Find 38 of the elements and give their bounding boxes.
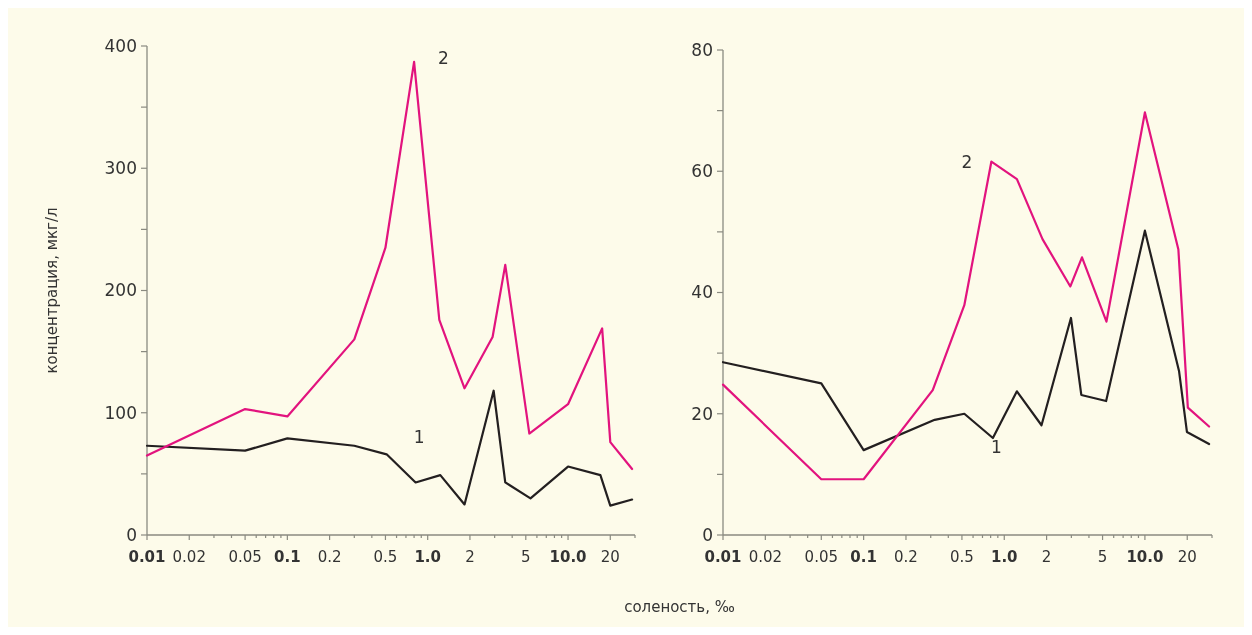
- x-tick-label: 0.1: [274, 548, 301, 566]
- y-tick-label: 80: [691, 39, 713, 60]
- x-tick-label: 2: [1041, 548, 1052, 566]
- x-tick-label: 0.05: [804, 548, 838, 566]
- series-label: 1: [990, 437, 1002, 458]
- y-tick-label: 0: [702, 524, 713, 545]
- y-axis-title: концентрация, мкг/л: [43, 207, 61, 374]
- series-label: 1: [413, 426, 425, 447]
- x-tick-label: 0.01: [704, 548, 742, 566]
- y-tick-label: 300: [104, 158, 137, 179]
- y-tick-label: 40: [691, 282, 713, 303]
- x-tick-label: 20: [600, 548, 620, 566]
- x-tick-label: 0.1: [850, 548, 877, 566]
- y-tick-label: 60: [691, 161, 713, 182]
- y-tick-label: 400: [104, 35, 137, 56]
- x-tick-label: 5: [521, 548, 531, 566]
- x-tick-label: 0.2: [894, 548, 918, 566]
- x-tick-label: 0.02: [748, 548, 783, 566]
- x-tick-label: 0.5: [950, 548, 974, 566]
- x-tick-label: 0.02: [172, 548, 206, 566]
- x-tick-label: 0.5: [373, 548, 398, 566]
- series-label: 2: [961, 151, 973, 172]
- x-axis-title: соленость, ‰: [624, 598, 735, 616]
- x-tick-label: 0.01: [128, 548, 166, 566]
- y-tick-label: 0: [126, 524, 137, 545]
- series-label: 2: [438, 47, 449, 68]
- x-tick-label: 10.0: [1126, 548, 1164, 566]
- x-tick-label: 5: [1097, 548, 1108, 566]
- x-tick-label: 1.0: [990, 548, 1018, 566]
- x-tick-label: 10.0: [549, 548, 587, 566]
- y-tick-label: 200: [104, 280, 137, 301]
- x-tick-label: 0.05: [228, 548, 262, 566]
- y-tick-label: 20: [691, 403, 713, 424]
- x-tick-label: 1.0: [414, 548, 441, 566]
- x-tick-label: 0.2: [317, 548, 342, 566]
- x-tick-label: 2: [465, 548, 475, 566]
- y-tick-label: 100: [104, 402, 137, 423]
- x-tick-label: 20: [1177, 548, 1197, 566]
